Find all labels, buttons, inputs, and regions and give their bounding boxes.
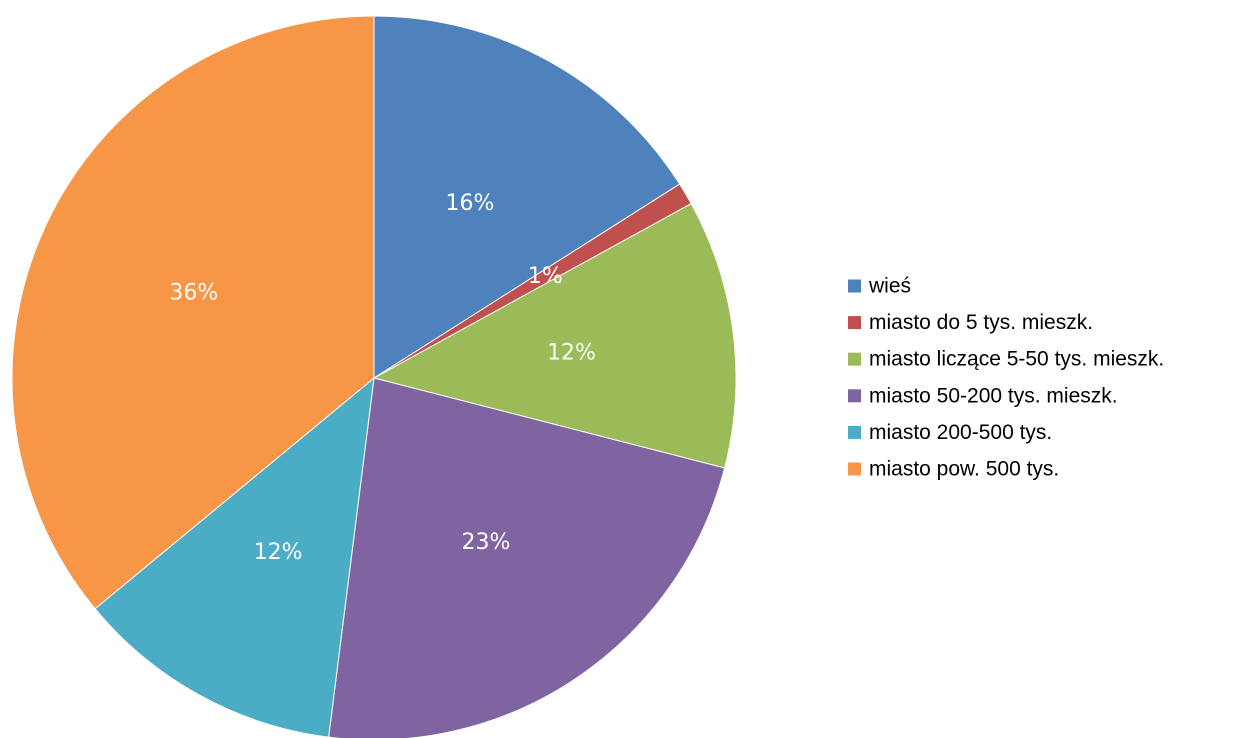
legend-label: miasto pow. 500 tys. bbox=[869, 458, 1059, 481]
pie-slice bbox=[94, 376, 375, 738]
legend-swatch bbox=[848, 352, 861, 366]
pie-slices bbox=[11, 15, 737, 738]
slice-data-label: 16% bbox=[445, 191, 494, 216]
legend-swatch bbox=[848, 279, 861, 293]
slice-data-label: 12% bbox=[547, 341, 596, 366]
legend-label: miasto do 5 tys. mieszk. bbox=[869, 311, 1093, 334]
legend-swatch bbox=[848, 316, 861, 330]
legend-swatch bbox=[848, 389, 861, 403]
legend-swatch bbox=[848, 425, 861, 439]
slice-data-label: 36% bbox=[169, 281, 218, 306]
pie-data-labels: 16% 1% 12% 23% 12% 36% bbox=[169, 191, 596, 565]
legend: wieś miasto do 5 tys. mieszk. miasto liczą… bbox=[848, 275, 1164, 481]
legend-label: miasto 200-500 tys. bbox=[869, 421, 1052, 444]
slice-data-label: 12% bbox=[254, 540, 303, 565]
legend-swatch bbox=[848, 462, 861, 476]
legend-label: miasto liczące 5-50 tys. mieszk. bbox=[869, 348, 1164, 371]
pie-slice bbox=[372, 202, 737, 469]
slice-data-label: 23% bbox=[461, 530, 510, 555]
pie-slice bbox=[328, 377, 726, 738]
slice-data-label: 1% bbox=[528, 264, 563, 289]
legend-label: wieś bbox=[868, 275, 911, 298]
pie-slice bbox=[11, 15, 375, 610]
legend-label: miasto 50-200 tys. mieszk. bbox=[869, 384, 1118, 407]
pie-slice bbox=[373, 15, 681, 379]
